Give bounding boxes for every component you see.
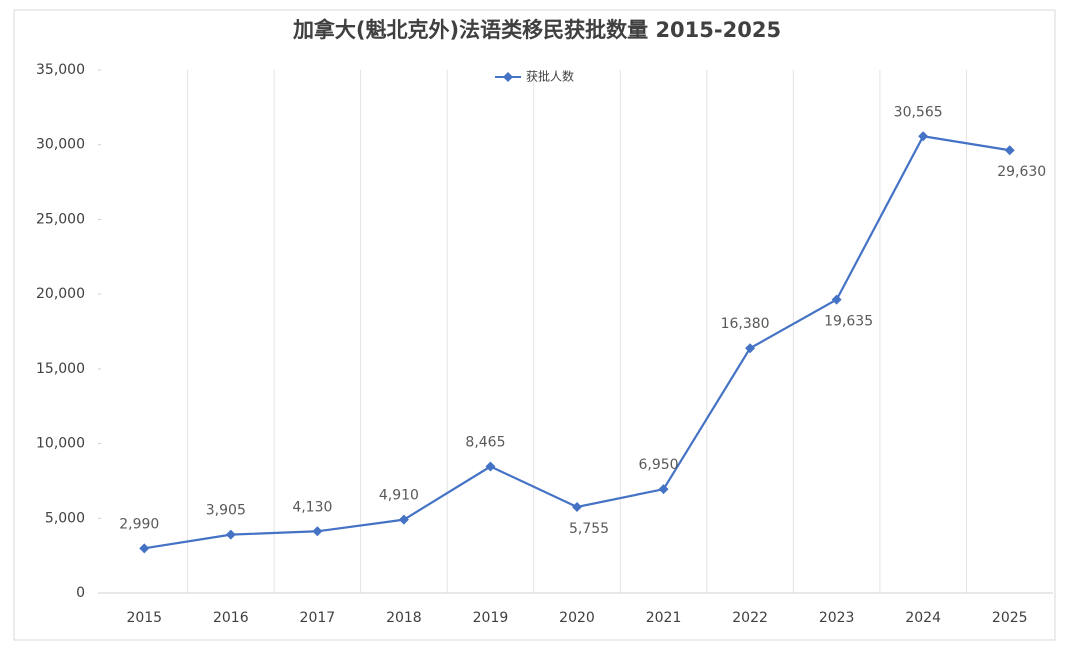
legend-marker bbox=[503, 72, 513, 82]
x-tick-label: 2023 bbox=[819, 610, 855, 626]
data-label: 4,130 bbox=[292, 499, 332, 515]
x-tick-label: 2019 bbox=[473, 610, 509, 626]
data-label: 2,990 bbox=[119, 516, 159, 532]
data-label: 30,565 bbox=[894, 104, 943, 120]
x-tick-label: 2024 bbox=[905, 610, 941, 626]
x-tick-label: 2022 bbox=[732, 610, 768, 626]
x-tick-label: 2020 bbox=[559, 610, 595, 626]
chart-frame bbox=[13, 9, 1056, 641]
data-point bbox=[398, 514, 409, 525]
y-tick-label: 20,000 bbox=[36, 286, 85, 302]
y-tick-label: 30,000 bbox=[36, 137, 85, 153]
x-tick-label: 2017 bbox=[300, 610, 336, 626]
data-point bbox=[572, 502, 582, 513]
data-label: 8,465 bbox=[465, 435, 505, 451]
y-tick-label: 10,000 bbox=[36, 436, 85, 452]
x-tick-label: 2018 bbox=[386, 610, 422, 626]
y-tick-label: 25,000 bbox=[36, 211, 85, 227]
data-point bbox=[745, 343, 756, 354]
y-tick-label: 35,000 bbox=[36, 62, 85, 78]
data-label: 19,635 bbox=[824, 314, 873, 330]
data-point bbox=[658, 484, 669, 495]
data-point bbox=[485, 461, 496, 472]
data-label: 5,755 bbox=[569, 521, 609, 537]
x-tick-label: 2015 bbox=[126, 610, 162, 626]
y-tick-label: 0 bbox=[76, 585, 85, 601]
data-point bbox=[225, 529, 236, 540]
data-label: 4,910 bbox=[379, 488, 419, 504]
data-point bbox=[918, 131, 929, 142]
x-tick-label: 2016 bbox=[213, 610, 249, 626]
data-label: 29,630 bbox=[997, 164, 1046, 180]
data-label: 6,950 bbox=[638, 457, 678, 473]
data-point bbox=[139, 543, 150, 554]
data-point bbox=[312, 526, 323, 537]
y-tick-label: 15,000 bbox=[36, 361, 85, 377]
data-point bbox=[831, 294, 842, 305]
chart-title: 加拿大(魁北克外)法语类移民获批数量 2015-2025 bbox=[292, 18, 781, 42]
x-tick-label: 2025 bbox=[992, 610, 1028, 626]
data-label: 3,905 bbox=[206, 503, 246, 519]
data-label: 16,380 bbox=[721, 316, 770, 332]
y-tick-label: 5,000 bbox=[45, 510, 85, 526]
x-tick-label: 2021 bbox=[646, 610, 682, 626]
data-point bbox=[1004, 145, 1015, 156]
legend-label: 获批人数 bbox=[526, 69, 574, 84]
